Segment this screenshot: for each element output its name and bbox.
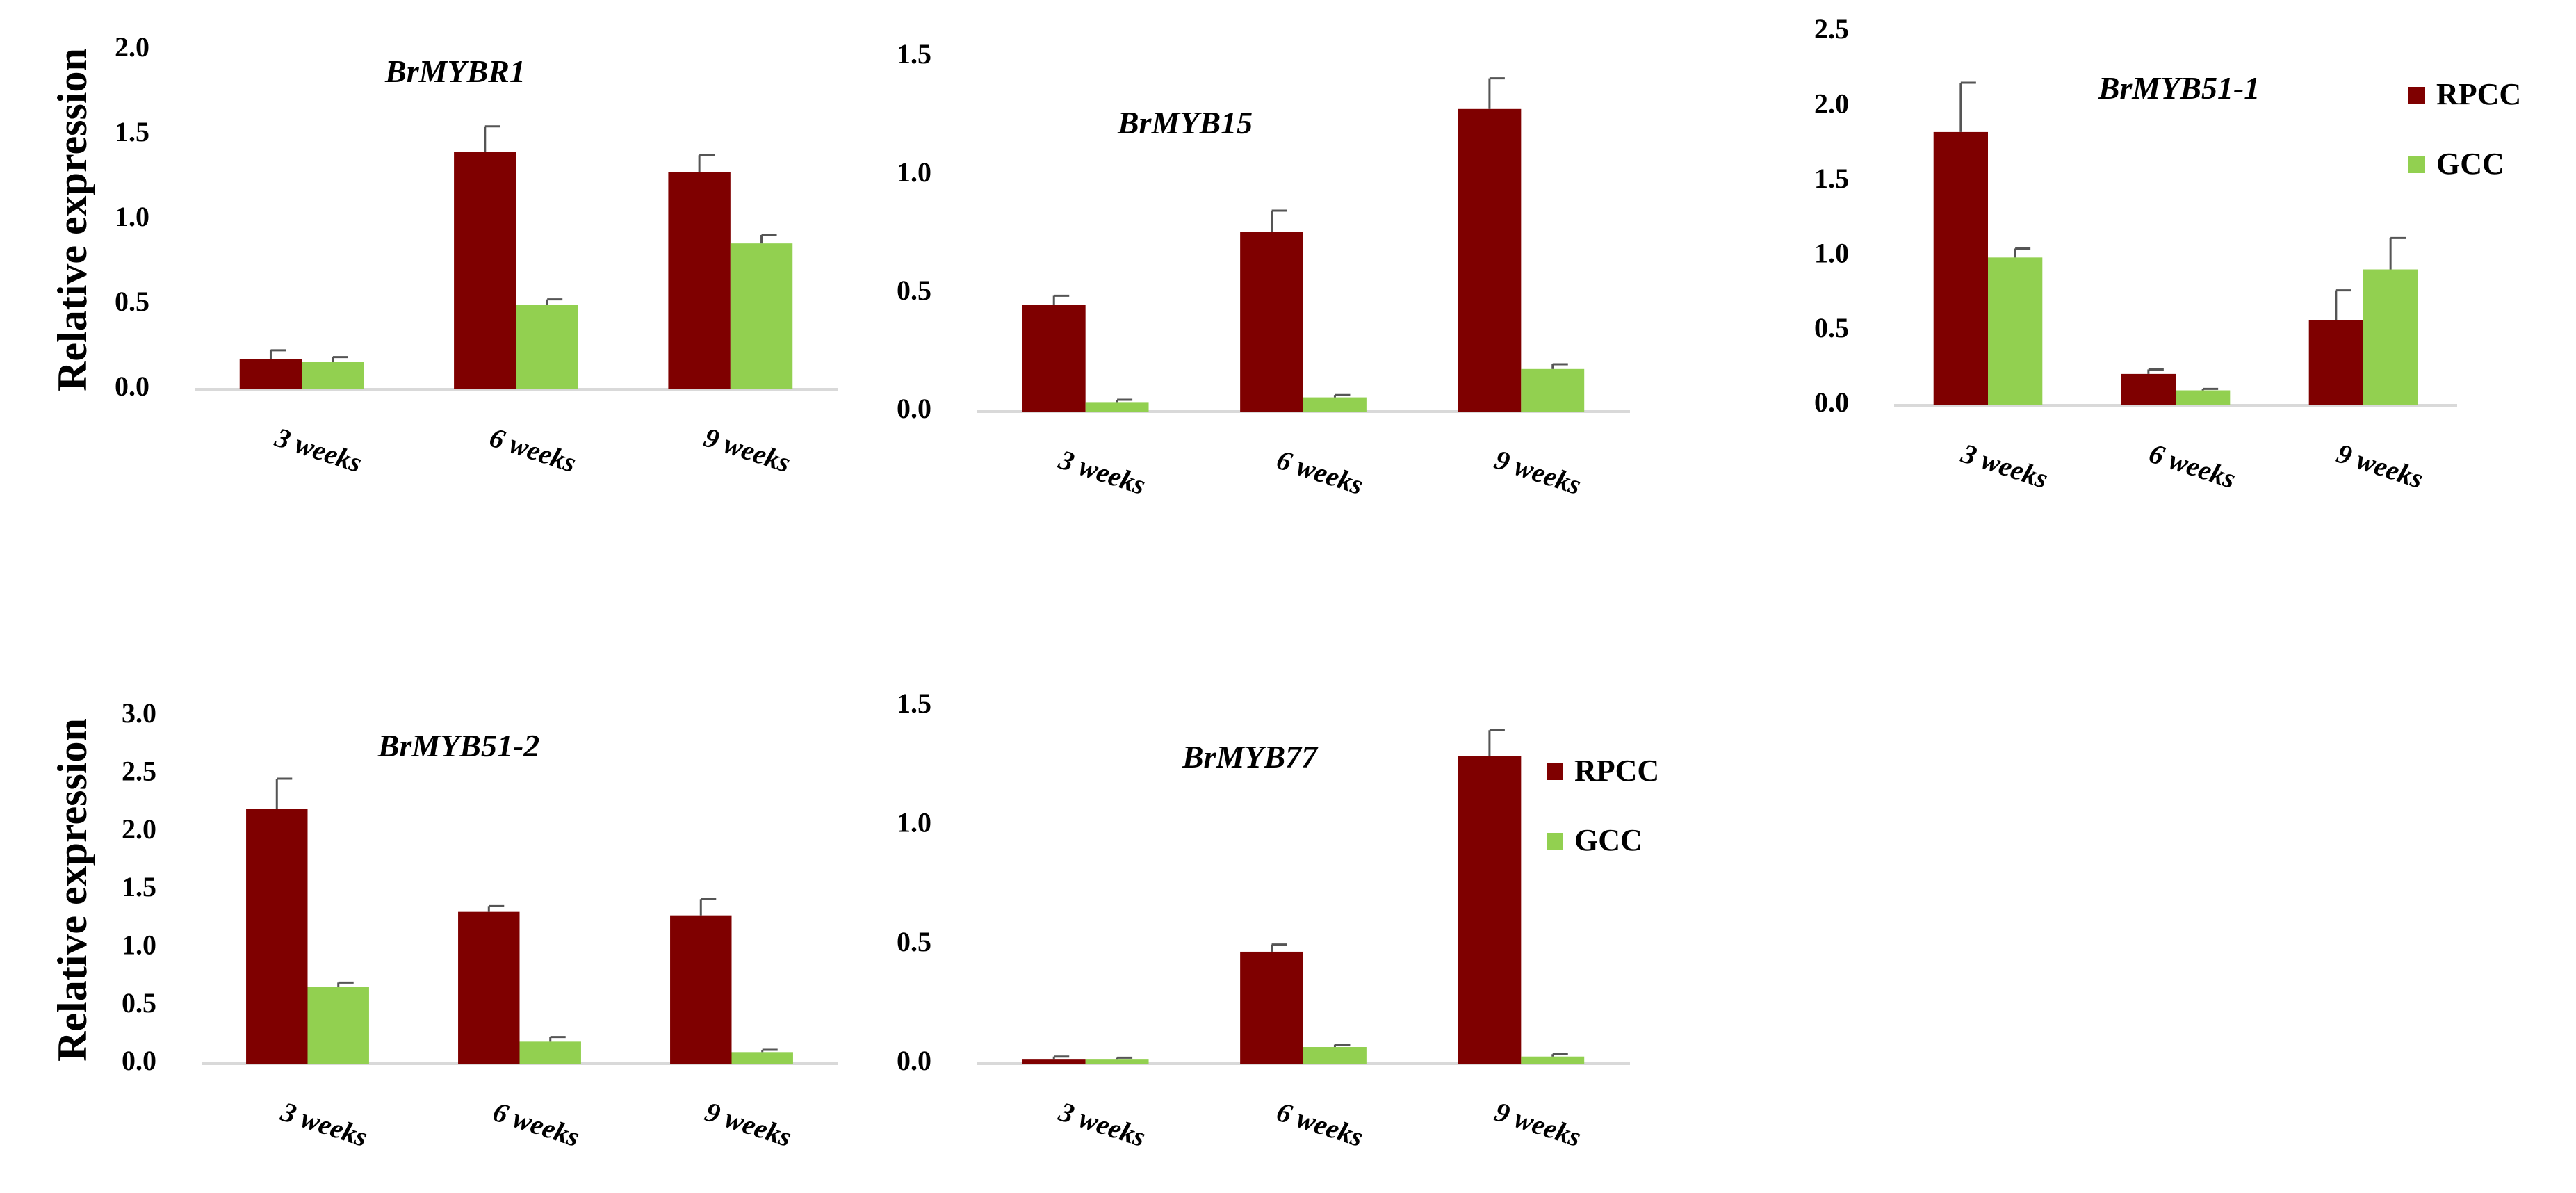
panel3-chart-title: BrMYB51-1 (2098, 70, 2260, 106)
panel4-y-tick-label: 0.5 (122, 987, 156, 1018)
panel5-x-tick-label: 6 weeks (1273, 1096, 1367, 1153)
panel3-bar-rpcc-1 (1933, 131, 1988, 405)
panel4-bar-gcc-3 (731, 1052, 793, 1064)
panel5-bar-rpcc-3 (1458, 756, 1522, 1064)
panel3-y-tick-label: 0.0 (1814, 387, 1849, 418)
panel3-y-tick-label: 2.0 (1814, 88, 1849, 120)
panel2-y-tick-label: 0.0 (897, 393, 931, 424)
panel4-y-tick-label: 1.0 (122, 930, 156, 961)
panel5-bar-gcc-2 (1303, 1047, 1367, 1064)
panel3-legend-swatch-rpcc (2408, 87, 2425, 104)
panel3-legend-label-rpcc: RPCC (2436, 77, 2521, 111)
panel4-y-tick-label: 0.0 (122, 1045, 156, 1076)
panel4-bar-rpcc-2 (458, 911, 520, 1064)
panel3-bar-gcc-2 (2176, 390, 2231, 405)
panel2-x-tick-label: 9 weeks (1491, 444, 1585, 501)
panel5-bar-rpcc-1 (1022, 1059, 1086, 1064)
panel4-y-tick-label: 3.0 (122, 697, 156, 729)
panel1-y-tick-label: 1.5 (115, 116, 149, 147)
panel4-chart-title: BrMYB51-2 (377, 728, 540, 763)
panel1-bar-rpcc-2 (454, 152, 516, 389)
panel5-bar-gcc-1 (1085, 1059, 1149, 1064)
panel1-x-tick-label: 6 weeks (486, 421, 580, 478)
panel5-x-tick-label: 9 weeks (1491, 1096, 1585, 1153)
panel4-bar-rpcc-3 (670, 915, 732, 1064)
panel5-y-tick-label: 1.0 (897, 807, 931, 838)
panel2-bar-rpcc-2 (1240, 232, 1303, 412)
panel2-y-tick-label: 1.5 (897, 38, 931, 70)
panel3-y-tick-label: 2.5 (1814, 13, 1849, 44)
panel4-bar-rpcc-1 (246, 809, 308, 1064)
panel2-bar-gcc-2 (1303, 397, 1367, 412)
panel4-x-tick-label: 6 weeks (489, 1096, 583, 1153)
panel5-legend-label-rpcc: RPCC (1574, 754, 1659, 788)
panel4-y-tick-label: 1.5 (122, 871, 156, 902)
panel5-x-tick-label: 3 weeks (1054, 1096, 1149, 1153)
panel2-bar-gcc-1 (1085, 402, 1149, 412)
panel3-x-tick-label: 9 weeks (2333, 437, 2427, 494)
panel3-y-tick-label: 0.5 (1814, 312, 1849, 343)
panel2-x-tick-label: 3 weeks (1054, 444, 1149, 501)
panel4-bar-gcc-1 (307, 987, 369, 1064)
panel5-y-tick-label: 1.5 (897, 688, 931, 719)
panel4-y-tick-label: 2.0 (122, 813, 156, 845)
panel5-y-tick-label: 0.5 (897, 926, 931, 957)
panel3-x-tick-label: 3 weeks (1957, 437, 2052, 495)
panel1-y-axis-label: Relative expression (49, 48, 95, 391)
panel3-bar-gcc-3 (2363, 269, 2418, 405)
panel3-legend-swatch-gcc (2408, 156, 2425, 173)
panel1-bar-rpcc-1 (239, 359, 302, 389)
panel2-x-tick-label: 6 weeks (1273, 444, 1367, 501)
panel1-y-tick-label: 2.0 (115, 31, 149, 63)
panel3-bar-rpcc-3 (2308, 320, 2363, 405)
panel2-bar-rpcc-1 (1022, 305, 1086, 412)
panel1-x-tick-label: 9 weeks (700, 421, 794, 478)
panel3-bar-rpcc-2 (2121, 373, 2176, 405)
panel1-bar-gcc-1 (302, 362, 364, 389)
panel4-bar-gcc-2 (519, 1041, 581, 1064)
panel1-y-tick-label: 0.5 (115, 286, 149, 317)
panel4-x-tick-label: 9 weeks (701, 1096, 795, 1153)
panel5-legend-swatch-gcc (1547, 833, 1563, 850)
panel1-bar-rpcc-3 (668, 172, 731, 389)
panel2-bar-rpcc-3 (1458, 108, 1522, 412)
panel4-y-axis-label: Relative expression (49, 718, 95, 1062)
panel3-legend-label-gcc: GCC (2436, 147, 2504, 181)
panel1-y-tick-label: 1.0 (115, 201, 149, 232)
panel5-chart-title: BrMYB77 (1182, 739, 1319, 774)
panel4-x-tick-label: 3 weeks (277, 1096, 371, 1153)
panel2-y-tick-label: 0.5 (897, 275, 931, 306)
panel5-bar-gcc-3 (1521, 1056, 1585, 1064)
panel4-y-tick-label: 2.5 (122, 756, 156, 787)
panel3-y-tick-label: 1.5 (1814, 163, 1849, 194)
panel1-bar-gcc-3 (730, 243, 793, 389)
panel1-bar-gcc-2 (516, 305, 578, 389)
panel1-chart-title: BrMYBR1 (384, 54, 525, 89)
panel1-y-tick-label: 0.0 (115, 371, 149, 402)
panel2-chart-title: BrMYB15 (1117, 105, 1253, 140)
panel1-x-tick-label: 3 weeks (271, 421, 366, 479)
panel3-bar-gcc-1 (1988, 257, 2043, 405)
panel5-bar-rpcc-2 (1240, 951, 1303, 1064)
panel2-y-tick-label: 1.0 (897, 156, 931, 188)
panel2-bar-gcc-3 (1521, 368, 1585, 412)
panel5-legend-label-gcc: GCC (1574, 823, 1642, 857)
panel5-legend-swatch-rpcc (1547, 763, 1563, 780)
panel3-y-tick-label: 1.0 (1814, 237, 1849, 268)
panel3-x-tick-label: 6 weeks (2145, 437, 2239, 494)
panel5-y-tick-label: 0.0 (897, 1045, 931, 1076)
